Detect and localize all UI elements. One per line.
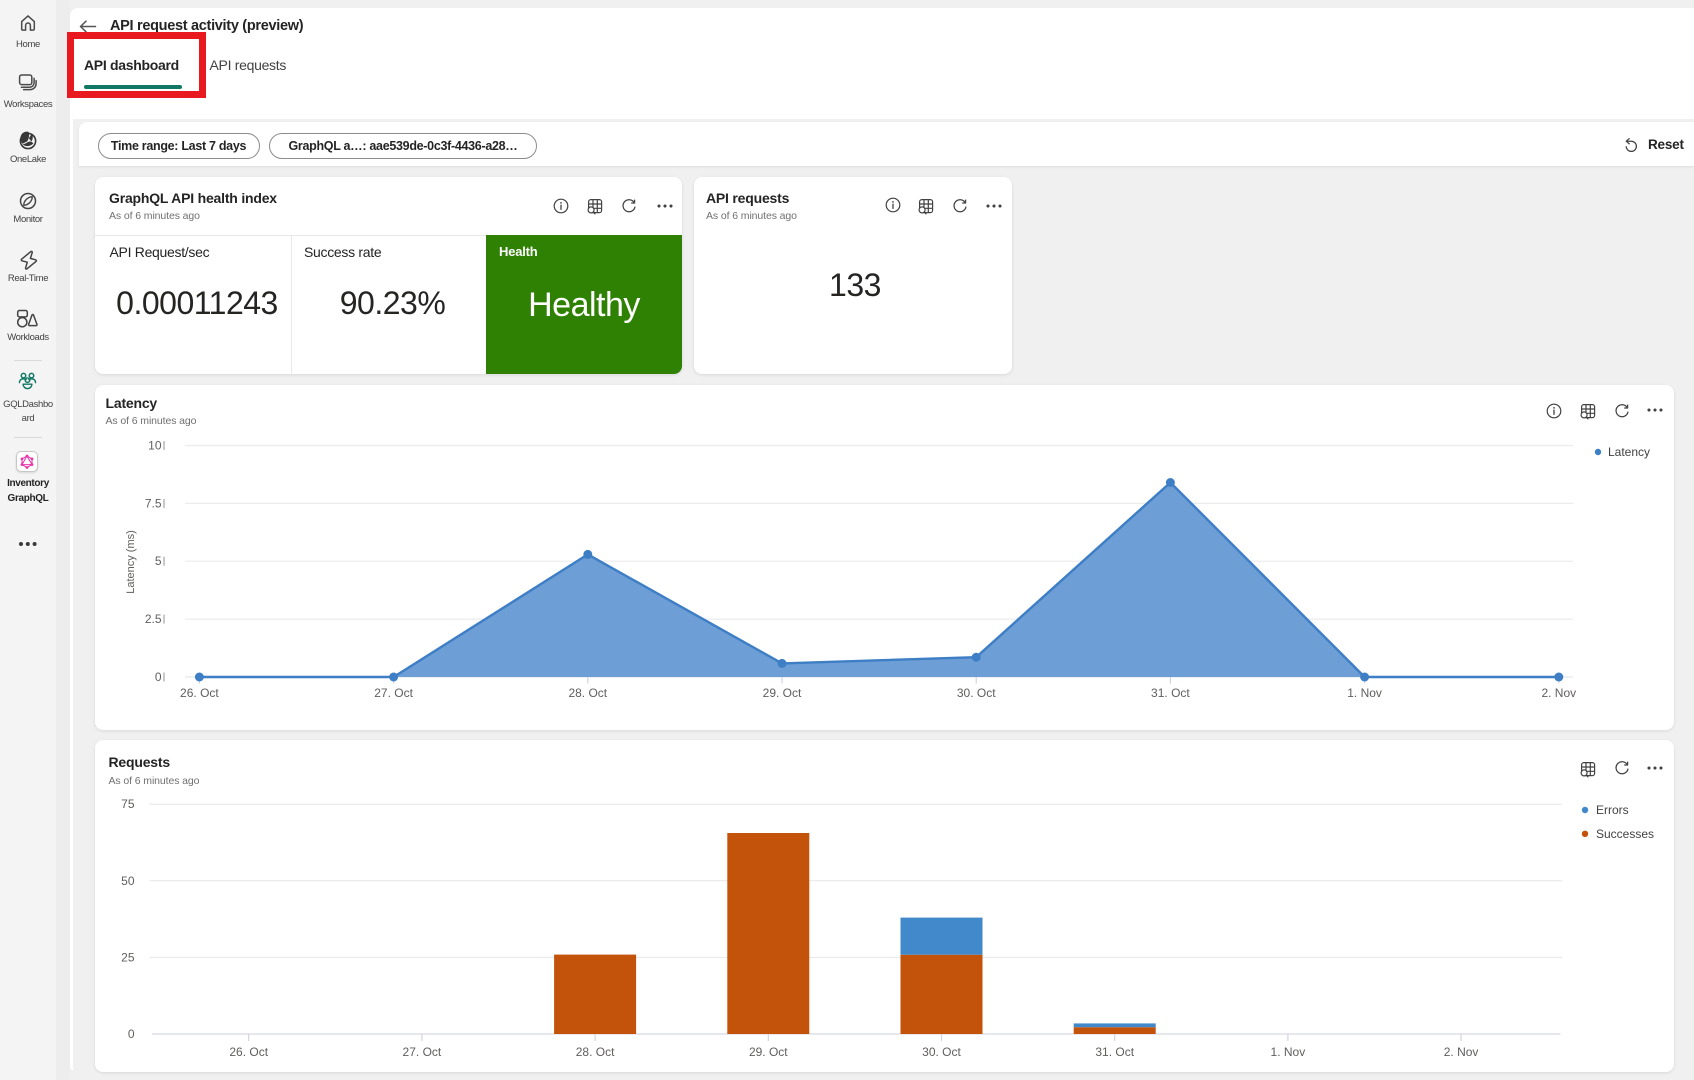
svg-text:Successes: Successes (1596, 827, 1654, 841)
svg-text:Latency: Latency (1608, 445, 1650, 459)
svg-text:50: 50 (121, 874, 135, 888)
svg-text:27. Oct: 27. Oct (374, 686, 413, 700)
svg-text:5: 5 (154, 554, 161, 568)
svg-text:2. Nov: 2. Nov (1541, 686, 1576, 700)
svg-text:Latency (ms): Latency (ms) (125, 530, 137, 594)
svg-text:0: 0 (154, 670, 161, 684)
svg-text:7.5: 7.5 (144, 496, 161, 510)
svg-text:28. Oct: 28. Oct (575, 1045, 614, 1059)
svg-text:0: 0 (127, 1027, 134, 1041)
svg-text:26. Oct: 26. Oct (180, 686, 219, 700)
svg-text:2. Nov: 2. Nov (1443, 1045, 1478, 1059)
svg-text:29. Oct: 29. Oct (762, 686, 801, 700)
svg-text:30. Oct: 30. Oct (922, 1045, 961, 1059)
svg-text:29. Oct: 29. Oct (748, 1045, 787, 1059)
svg-text:31. Oct: 31. Oct (1095, 1045, 1134, 1059)
svg-text:10: 10 (148, 439, 162, 453)
svg-text:31. Oct: 31. Oct (1151, 686, 1190, 700)
svg-text:28. Oct: 28. Oct (568, 686, 607, 700)
svg-text:27. Oct: 27. Oct (402, 1045, 441, 1059)
svg-text:75: 75 (121, 797, 135, 811)
svg-text:25: 25 (121, 950, 135, 964)
svg-text:30. Oct: 30. Oct (956, 686, 995, 700)
svg-text:2.5: 2.5 (144, 612, 161, 626)
svg-text:1. Nov: 1. Nov (1347, 686, 1382, 700)
svg-text:1. Nov: 1. Nov (1270, 1045, 1305, 1059)
svg-text:Errors: Errors (1596, 803, 1629, 817)
svg-text:26. Oct: 26. Oct (229, 1045, 268, 1059)
